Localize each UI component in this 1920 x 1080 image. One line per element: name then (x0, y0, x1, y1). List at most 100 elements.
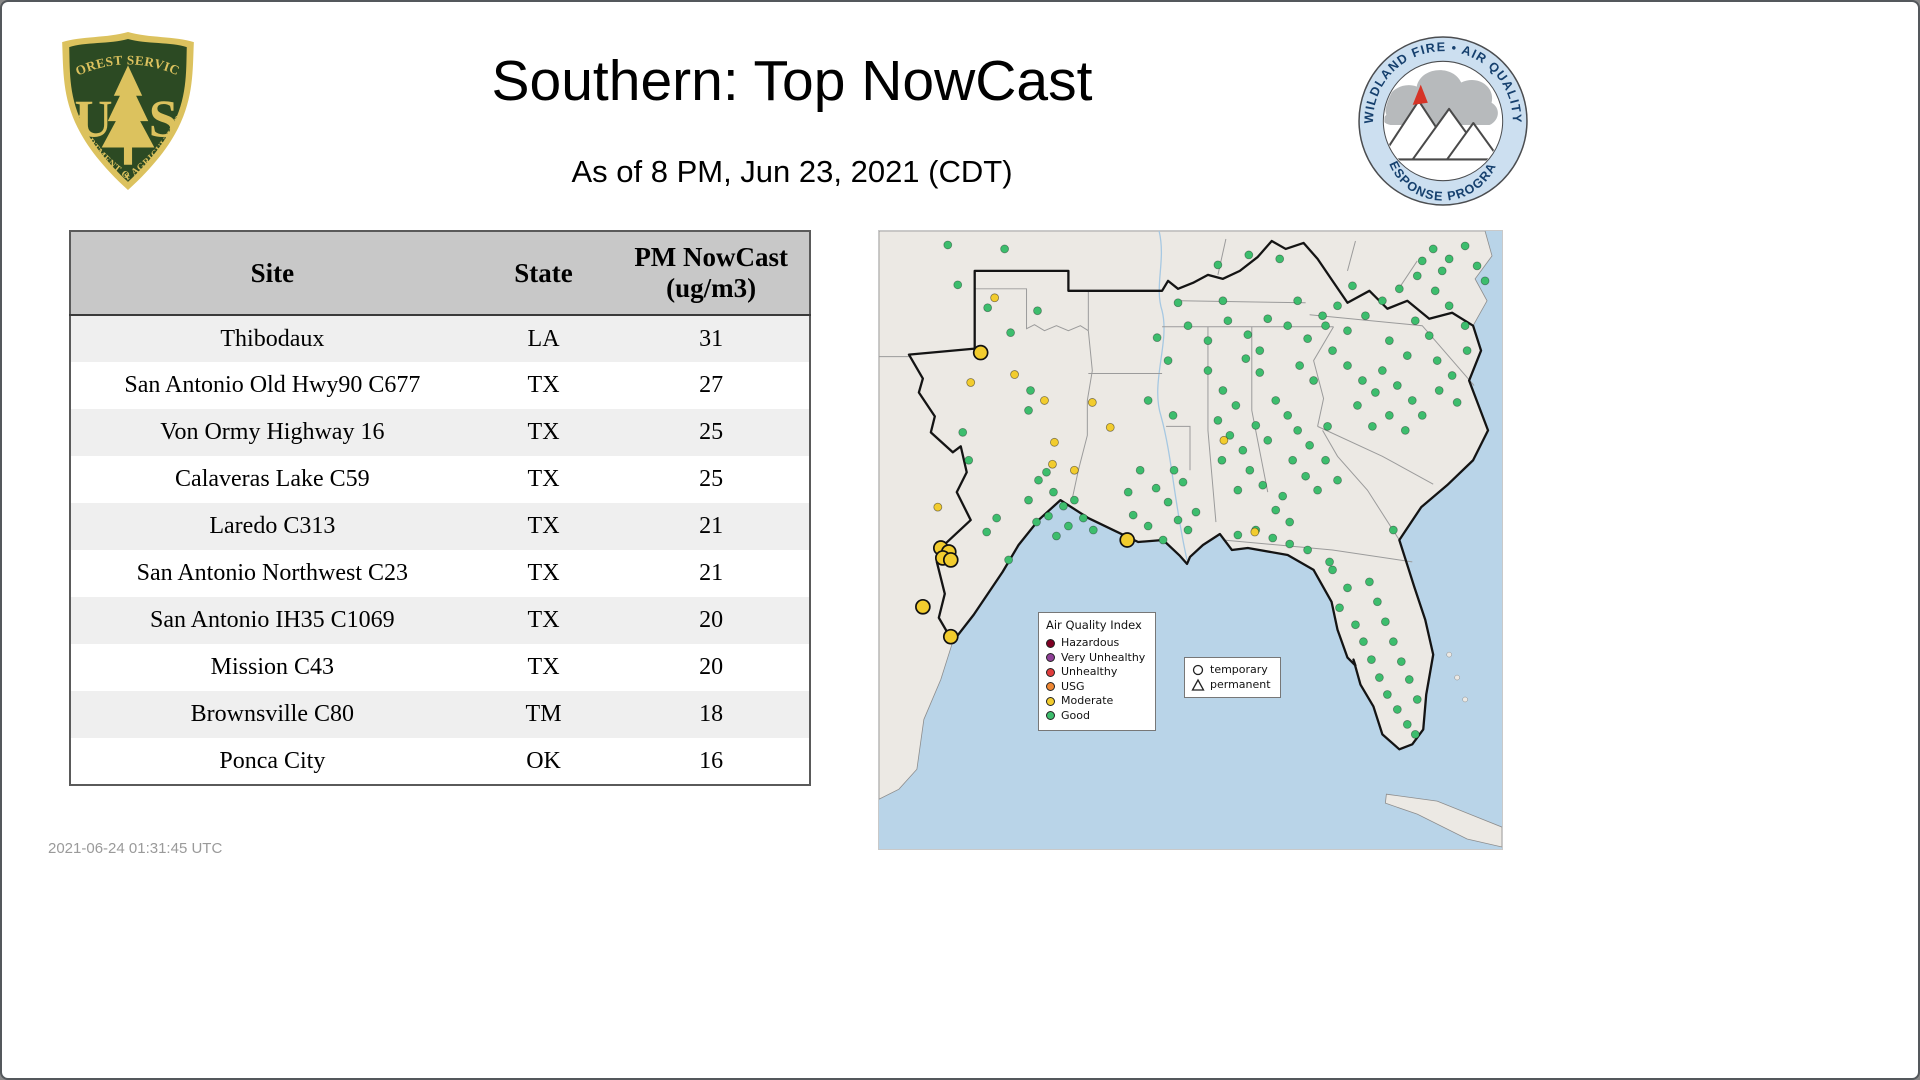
monitor-dot-good (1359, 637, 1368, 647)
table-cell: 18 (699, 701, 724, 727)
monitor-dot-good (1402, 351, 1412, 360)
monitor-dot-good (1367, 655, 1376, 664)
table-cell: 25 (699, 466, 724, 492)
monitor-dot-good (1452, 398, 1462, 407)
cuba (1384, 793, 1502, 848)
monitor-dot-good (1293, 425, 1303, 435)
monitor-dot-good (983, 303, 993, 313)
monitor-dot-good (1301, 471, 1311, 481)
aqi-legend-label: Hazardous (1061, 636, 1120, 649)
monitor-dot-good (1217, 455, 1227, 465)
monitor-dot-good (1417, 256, 1427, 266)
monitor-dot-good (1460, 241, 1470, 251)
table-cell: Brownsville C80 (190, 701, 355, 727)
table-row: Laredo C313 TX 21 (70, 503, 810, 550)
monitor-dot-good (1241, 354, 1251, 363)
monitor-dot-good (1377, 366, 1387, 375)
monitor-dot-good (1424, 331, 1434, 341)
table-cell: 21 (699, 513, 724, 539)
monitor-dot-good (1275, 254, 1285, 264)
monitor-dot-good (1233, 530, 1243, 540)
monitor-dot-good (1293, 296, 1303, 306)
monitor-dot-good (1059, 501, 1068, 511)
monitor-dot-good (1173, 515, 1183, 525)
monitor-dot-moderate (1069, 465, 1079, 475)
monitor-dot-good (1231, 401, 1241, 410)
table-row: Von Ormy Highway 16 TX 25 (70, 409, 810, 456)
monitor-dot-good (1402, 720, 1412, 729)
us-monogram-u: U (75, 90, 113, 148)
monitor-dot-good (1412, 695, 1422, 704)
monitor-dot-good (1343, 361, 1352, 370)
monitor-dot-good (1128, 510, 1138, 520)
monitor-dot-good (1343, 583, 1352, 593)
monitor-dot-good (1173, 298, 1183, 308)
map-svg (878, 230, 1503, 850)
monitor-dot-good (1135, 465, 1145, 475)
monitor-dot-good (1152, 333, 1162, 343)
monitor-dot-good (1123, 487, 1133, 497)
monitor-dot-good (1218, 386, 1228, 395)
aqi-legend-item: Hazardous (1046, 636, 1145, 651)
monitor-dot-good (1203, 366, 1213, 375)
monitor-dot-moderate (1048, 459, 1057, 469)
monitor-dot-good (1191, 507, 1201, 517)
monitor-dot-good (1042, 467, 1051, 477)
monitor-dot-moderate-temporary (915, 598, 931, 615)
monitor-dot-good (1472, 261, 1482, 271)
aqi-legend-item: USG (1046, 680, 1145, 695)
table-cell: TX (527, 513, 560, 539)
table-cell: Mission C43 (210, 654, 335, 680)
monitor-dot-good (1358, 376, 1367, 385)
marker-legend-items: temporary permanent (1191, 662, 1271, 692)
pine-tree-icon (101, 65, 155, 165)
table-cell: San Antonio IH35 C1069 (150, 607, 395, 633)
monitor-dot-good (958, 427, 968, 437)
monitor-dot-moderate (990, 293, 1000, 303)
monitor-dot-good (1178, 477, 1188, 487)
aqi-color-swatch (1046, 667, 1055, 677)
us-monogram-s: S (149, 90, 178, 148)
monitor-dot-good (1388, 525, 1398, 535)
monitor-dot-good (1233, 485, 1243, 495)
monitor-dot-good (1263, 314, 1273, 324)
monitor-dot-good (1309, 376, 1318, 385)
usfs-shield-icon: FOREST SERVICE U S DEPARTMENT OF AGRICUL… (47, 17, 194, 191)
table-cell: 16 (699, 747, 724, 774)
monitor-dot-good (1026, 386, 1035, 395)
table-cell: 27 (699, 372, 724, 398)
aqi-legend-item: Unhealthy (1046, 665, 1145, 680)
wfaqrp-logo: WILDLAND FIRE • AIR QUALITY RESPONSE PRO… (1350, 23, 1530, 208)
page-subtitle: As of 8 PM, Jun 23, 2021 (CDT) (571, 154, 1013, 189)
table-cell: San Antonio Old Hwy90 C677 (124, 372, 421, 398)
usfs-logo: FOREST SERVICE U S DEPARTMENT OF AGRICUL… (47, 17, 204, 194)
monitor-dot-good (1380, 617, 1390, 627)
monitor-dot-good (1064, 521, 1073, 531)
marker-legend: temporary permanent (1184, 657, 1281, 698)
table-cell: TM (525, 701, 562, 727)
monitor-dot-good (1158, 535, 1168, 545)
marker-legend-label: permanent (1210, 678, 1271, 691)
table-cell: San Antonio Northwest C23 (136, 560, 409, 586)
monitor-dot-good (1371, 388, 1380, 397)
monitor-dot-good (1255, 346, 1265, 355)
monitor-dot-good (1143, 521, 1153, 531)
aqi-color-swatch (1046, 653, 1055, 663)
monitor-dot-good (1377, 296, 1387, 306)
table-cell: 21 (699, 560, 724, 586)
monitor-dot-good (1244, 250, 1254, 260)
monitor-dot-good (1333, 475, 1342, 485)
monitor-dot-good (1392, 381, 1402, 390)
monitor-dot-good (1384, 411, 1394, 420)
table-body: Thibodaux LA 31 San Antonio Old Hwy90 C677 T… (70, 315, 810, 785)
table-row: Ponca City OK 16 (70, 738, 810, 785)
monitor-dot-moderate (1250, 527, 1260, 537)
monitor-dot-moderate-temporary (972, 344, 989, 361)
monitor-dot-good (1343, 326, 1352, 336)
monitor-dot-moderate-temporary (942, 628, 959, 645)
monitor-dot-good (1325, 557, 1334, 567)
nowcast-table: Site State PM NowCast (ug/m3) Thibodaux LA 3… (69, 230, 811, 786)
monitor-dot-good (1404, 675, 1414, 684)
monitor-dot-good (1245, 465, 1255, 475)
